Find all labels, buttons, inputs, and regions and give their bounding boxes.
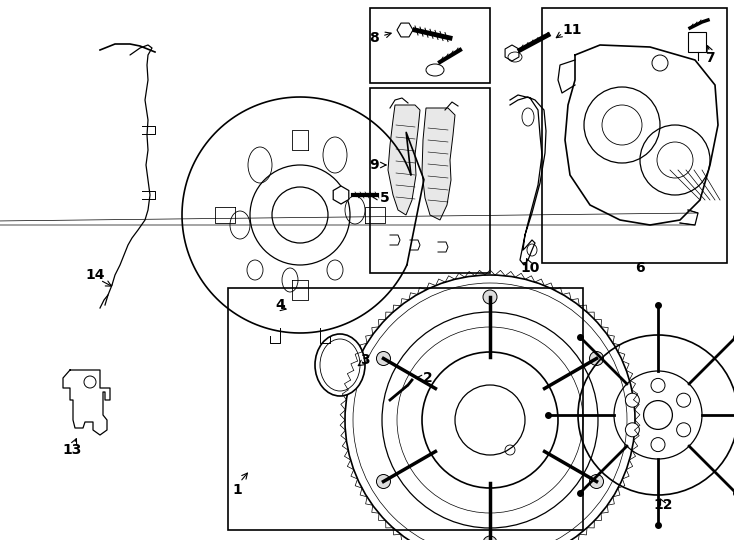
Circle shape <box>651 379 665 393</box>
Text: 6: 6 <box>635 261 644 275</box>
Circle shape <box>677 393 691 407</box>
Text: 9: 9 <box>369 158 379 172</box>
Text: 14: 14 <box>85 268 105 282</box>
Text: 11: 11 <box>562 23 582 37</box>
Text: 1: 1 <box>232 483 242 497</box>
Circle shape <box>483 290 497 304</box>
Bar <box>542 8 727 263</box>
Bar <box>370 8 490 83</box>
Bar <box>688 32 706 52</box>
Circle shape <box>677 423 691 437</box>
Circle shape <box>625 393 639 407</box>
Polygon shape <box>333 186 349 204</box>
Circle shape <box>589 352 603 366</box>
Polygon shape <box>397 23 413 37</box>
Circle shape <box>377 475 390 489</box>
Text: 12: 12 <box>653 498 673 512</box>
Polygon shape <box>422 108 455 220</box>
Circle shape <box>625 423 639 437</box>
Polygon shape <box>505 45 519 61</box>
Circle shape <box>651 437 665 451</box>
Text: 10: 10 <box>520 261 539 275</box>
Bar <box>228 288 583 530</box>
Text: 2: 2 <box>423 371 433 385</box>
Text: 4: 4 <box>275 298 285 312</box>
Text: 7: 7 <box>705 51 715 65</box>
Text: 5: 5 <box>380 191 390 205</box>
Ellipse shape <box>315 334 365 396</box>
Ellipse shape <box>426 64 444 76</box>
Circle shape <box>377 352 390 366</box>
Text: 3: 3 <box>360 353 370 367</box>
Polygon shape <box>388 105 420 215</box>
Text: 8: 8 <box>369 31 379 45</box>
Circle shape <box>483 536 497 540</box>
Circle shape <box>589 475 603 489</box>
Text: 13: 13 <box>62 443 81 457</box>
Bar <box>370 88 490 273</box>
